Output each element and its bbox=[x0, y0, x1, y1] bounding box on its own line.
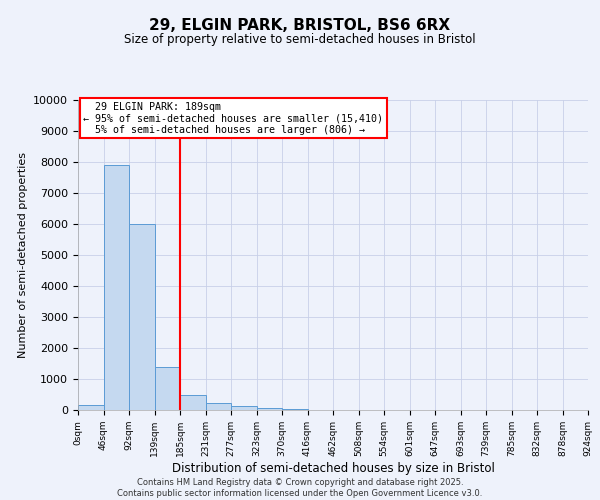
Bar bbox=[78, 406, 104, 410]
Bar bbox=[104, 165, 129, 410]
Bar bbox=[231, 406, 257, 410]
X-axis label: Distribution of semi-detached houses by size in Bristol: Distribution of semi-detached houses by … bbox=[172, 462, 494, 474]
Bar bbox=[129, 224, 155, 410]
Text: 29 ELGIN PARK: 189sqm
← 95% of semi-detached houses are smaller (15,410)
  5% of: 29 ELGIN PARK: 189sqm ← 95% of semi-deta… bbox=[83, 102, 383, 134]
Bar bbox=[257, 408, 282, 410]
Bar bbox=[155, 366, 180, 410]
Bar bbox=[180, 394, 205, 410]
Text: 29, ELGIN PARK, BRISTOL, BS6 6RX: 29, ELGIN PARK, BRISTOL, BS6 6RX bbox=[149, 18, 451, 32]
Text: Size of property relative to semi-detached houses in Bristol: Size of property relative to semi-detach… bbox=[124, 32, 476, 46]
Bar bbox=[205, 403, 231, 410]
Y-axis label: Number of semi-detached properties: Number of semi-detached properties bbox=[18, 152, 28, 358]
Text: Contains HM Land Registry data © Crown copyright and database right 2025.
Contai: Contains HM Land Registry data © Crown c… bbox=[118, 478, 482, 498]
